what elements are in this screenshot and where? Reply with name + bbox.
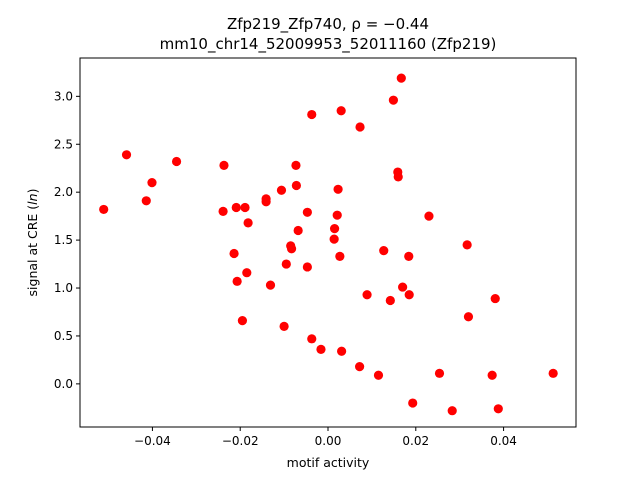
data-point-11 (242, 268, 252, 278)
x-tick-label-2: 0.00 (315, 434, 342, 448)
data-point-43 (388, 95, 399, 105)
data-point-7 (231, 202, 241, 213)
data-point-59 (548, 368, 558, 378)
y-tick-label-0: 0.0 (54, 377, 73, 391)
data-point-50 (408, 398, 418, 408)
data-point-47 (398, 282, 408, 292)
data-point-13 (237, 316, 248, 326)
data-point-52 (434, 368, 445, 378)
y-axis-label: signal at CRE (ln) (25, 189, 40, 297)
x-axis-label: motif activity (287, 455, 370, 470)
data-point-42 (385, 295, 395, 306)
data-point-8 (240, 202, 250, 213)
data-point-2 (141, 196, 151, 206)
data-point-32 (332, 210, 342, 220)
data-point-53 (447, 406, 457, 416)
chart-title-line2: mm10_chr14_52009953_52011160 (Zfp219) (160, 35, 497, 54)
y-axis-ticks: 0.0 0.5 1.0 1.5 2.0 2.5 3.0 (54, 89, 80, 391)
data-point-26 (302, 262, 312, 272)
data-points (99, 73, 558, 416)
y-tick-label-3: 1.5 (54, 233, 73, 247)
data-point-38 (355, 362, 365, 372)
data-point-31 (329, 234, 339, 244)
data-point-58 (493, 404, 503, 414)
x-tick-label-3: 0.02 (402, 434, 429, 448)
data-point-25 (302, 207, 312, 217)
data-point-1 (121, 150, 132, 160)
data-point-27 (307, 109, 317, 120)
x-axis-ticks: −0.04 −0.02 0.00 0.02 0.04 (134, 427, 517, 448)
data-point-33 (333, 184, 343, 194)
data-point-15 (261, 197, 271, 207)
data-point-57 (490, 293, 500, 304)
data-point-6 (218, 206, 228, 216)
x-tick-label-4: 0.04 (490, 434, 517, 448)
data-point-16 (265, 280, 276, 290)
data-point-9 (229, 248, 239, 259)
y-tick-label-6: 3.0 (54, 89, 73, 103)
data-point-3 (147, 177, 157, 188)
data-point-34 (335, 251, 345, 261)
data-point-24 (293, 225, 303, 236)
data-point-21 (286, 244, 297, 254)
data-point-0 (99, 204, 109, 215)
data-point-51 (424, 211, 434, 221)
y-axis-label-suffix: ) (25, 189, 40, 194)
data-point-29 (316, 344, 326, 354)
data-point-41 (379, 246, 389, 256)
data-point-36 (337, 346, 347, 356)
data-point-18 (279, 321, 289, 331)
data-point-17 (276, 185, 287, 195)
data-point-35 (336, 106, 346, 116)
y-tick-label-2: 1.0 (54, 281, 73, 295)
chart-title-line1: Zfp219_Zfp740, ρ = −0.44 (227, 15, 429, 34)
data-point-40 (373, 370, 384, 380)
data-point-22 (291, 160, 301, 170)
data-point-4 (171, 156, 182, 167)
y-tick-label-5: 2.5 (54, 137, 73, 151)
data-point-5 (219, 160, 229, 170)
y-axis-label-prefix: signal at CRE ( (25, 205, 40, 297)
data-point-55 (463, 312, 474, 322)
data-point-49 (404, 290, 414, 300)
data-point-46 (396, 73, 406, 83)
data-point-19 (281, 259, 291, 269)
data-point-10 (232, 276, 242, 286)
data-point-48 (404, 251, 414, 261)
data-point-37 (355, 122, 365, 132)
data-point-23 (291, 180, 301, 191)
y-axis-label-italic: ln (25, 193, 40, 204)
y-tick-label-1: 0.5 (54, 329, 73, 343)
y-tick-label-4: 2.0 (54, 185, 73, 199)
data-point-28 (307, 334, 317, 344)
data-point-56 (487, 370, 497, 380)
x-tick-label-0: −0.04 (134, 434, 171, 448)
data-point-39 (362, 290, 372, 300)
data-point-54 (462, 240, 472, 250)
data-point-45 (393, 172, 403, 182)
data-point-30 (329, 224, 340, 234)
data-point-12 (243, 218, 253, 228)
x-tick-label-1: −0.02 (222, 434, 259, 448)
